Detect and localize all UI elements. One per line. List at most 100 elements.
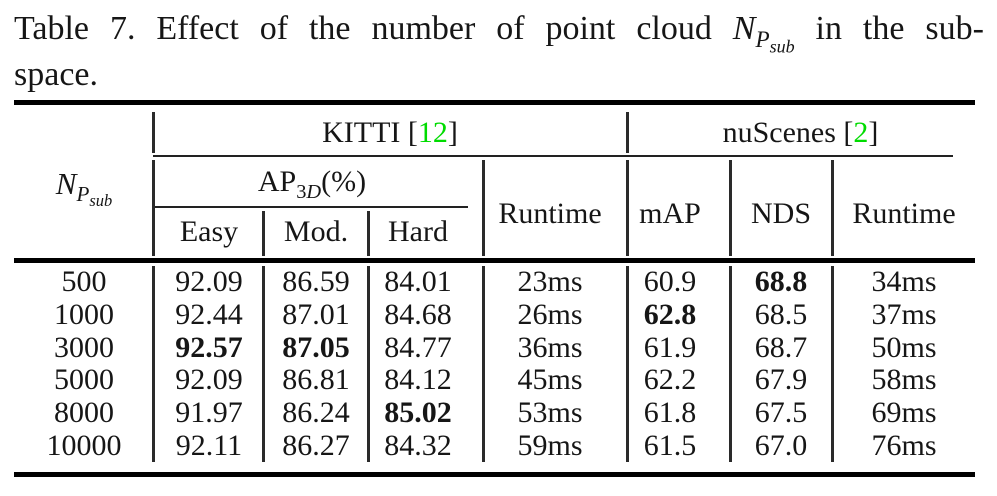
cell-n: 3000 bbox=[54, 331, 114, 364]
caption-math-npsub: NPsub bbox=[732, 10, 795, 55]
column-separator bbox=[262, 266, 265, 462]
caption-word: of bbox=[259, 10, 289, 47]
column-separator bbox=[152, 112, 155, 153]
math-sub: sub bbox=[769, 36, 795, 57]
header-mod: Mod. bbox=[283, 215, 349, 248]
cell-map: 62.8 bbox=[643, 298, 697, 331]
caption-word: of bbox=[496, 10, 525, 47]
header-runtime-kitti: Runtime bbox=[498, 197, 602, 230]
header-body-rule bbox=[14, 258, 975, 263]
cell-nds: 67.9 bbox=[754, 363, 808, 396]
table-row: 3000 92.57 87.05 84.77 36ms 61.9 68.7 50… bbox=[0, 331, 997, 364]
math-n: N bbox=[55, 166, 77, 201]
ap-sub-d: D bbox=[306, 181, 322, 203]
header-hard: Hard bbox=[388, 215, 448, 248]
caption-word: cloud bbox=[636, 10, 712, 47]
cell-map: 60.9 bbox=[643, 265, 697, 298]
cell-nds: 67.5 bbox=[754, 396, 808, 429]
cell-hard: 84.01 bbox=[384, 265, 452, 298]
table-caption-line2: space. bbox=[14, 56, 99, 93]
column-separator bbox=[152, 160, 155, 256]
column-separator bbox=[729, 266, 732, 462]
cell-runtime: 45ms bbox=[517, 363, 583, 396]
ap-subheader-rule bbox=[153, 206, 468, 208]
column-separator bbox=[831, 160, 834, 256]
header-runtime-nuscenes: Runtime bbox=[852, 197, 956, 230]
caption-word: 7. bbox=[109, 10, 136, 47]
cell-runtime2: 76ms bbox=[871, 429, 937, 462]
cell-map: 61.5 bbox=[643, 429, 697, 462]
math-p: P bbox=[76, 182, 90, 207]
column-separator bbox=[482, 266, 485, 462]
table-row: 500 92.09 86.59 84.01 23ms 60.9 68.8 34m… bbox=[0, 265, 997, 298]
cell-mod: 86.24 bbox=[282, 396, 350, 429]
column-separator bbox=[152, 266, 155, 462]
column-separator bbox=[367, 211, 370, 256]
cell-mod: 86.59 bbox=[282, 265, 350, 298]
cell-hard: 84.32 bbox=[384, 429, 452, 462]
caption-word: Table bbox=[14, 10, 90, 47]
header-group-kitti: KITTI [12] bbox=[153, 112, 627, 154]
table-caption-line1: Table 7. Effect of the number of point c… bbox=[14, 10, 984, 55]
cell-easy: 92.11 bbox=[175, 429, 243, 462]
cell-easy: 92.09 bbox=[175, 265, 243, 298]
bracket: [ bbox=[843, 116, 854, 149]
cell-n: 500 bbox=[61, 265, 107, 298]
cell-runtime: 36ms bbox=[517, 331, 583, 364]
cell-runtime2: 58ms bbox=[871, 363, 937, 396]
cell-runtime2: 37ms bbox=[871, 298, 937, 331]
bracket: [ bbox=[407, 116, 418, 149]
header-easy: Easy bbox=[179, 215, 239, 248]
kitti-label: KITTI bbox=[322, 116, 401, 149]
cell-nds: 68.7 bbox=[754, 331, 808, 364]
table-top-rule bbox=[14, 100, 975, 105]
cell-map: 61.9 bbox=[643, 331, 697, 364]
cell-hard: 84.12 bbox=[384, 363, 452, 396]
cell-mod: 87.05 bbox=[282, 331, 350, 364]
math-n: N bbox=[732, 10, 756, 47]
ap-percent: (%) bbox=[321, 165, 367, 198]
cell-nds: 68.8 bbox=[754, 265, 808, 298]
column-separator bbox=[729, 160, 732, 256]
table-row: 5000 92.09 86.81 84.12 45ms 62.2 67.9 58… bbox=[0, 363, 997, 396]
cell-hard: 85.02 bbox=[384, 396, 452, 429]
column-separator bbox=[482, 160, 485, 256]
caption-word: number bbox=[371, 10, 476, 47]
cell-runtime: 26ms bbox=[517, 298, 583, 331]
cell-mod: 87.01 bbox=[282, 298, 350, 331]
cell-runtime: 53ms bbox=[517, 396, 583, 429]
caption-word: in bbox=[815, 10, 842, 47]
header-group-nuscenes: nuScenes [2] bbox=[627, 112, 974, 154]
cell-runtime: 23ms bbox=[517, 265, 583, 298]
cell-map: 62.2 bbox=[643, 363, 697, 396]
cell-runtime: 59ms bbox=[517, 429, 583, 462]
bracket: ] bbox=[868, 116, 879, 149]
caption-word: the bbox=[862, 10, 905, 47]
cell-easy: 92.57 bbox=[175, 331, 243, 364]
header-nds: NDS bbox=[750, 197, 811, 230]
caption-word: Effect bbox=[156, 10, 239, 47]
column-separator bbox=[626, 160, 629, 256]
table-row: 1000 92.44 87.01 84.68 26ms 62.8 68.5 37… bbox=[0, 298, 997, 331]
math-p: P bbox=[755, 26, 770, 53]
column-separator bbox=[626, 112, 629, 153]
column-separator bbox=[262, 211, 265, 256]
header-npsub: NPsub bbox=[14, 164, 154, 211]
cell-nds: 68.5 bbox=[754, 298, 808, 331]
column-separator bbox=[626, 266, 629, 462]
cell-runtime2: 34ms bbox=[871, 265, 937, 298]
column-separator bbox=[367, 266, 370, 462]
math-sub: sub bbox=[89, 191, 113, 211]
ap-label: AP bbox=[257, 165, 297, 198]
table-bottom-rule bbox=[14, 472, 975, 477]
cell-n: 8000 bbox=[54, 396, 114, 429]
cell-easy: 92.44 bbox=[175, 298, 243, 331]
cell-mod: 86.81 bbox=[282, 363, 350, 396]
cell-hard: 84.77 bbox=[384, 331, 452, 364]
cell-nds: 67.0 bbox=[754, 429, 808, 462]
cell-hard: 84.68 bbox=[384, 298, 452, 331]
cell-n: 5000 bbox=[54, 363, 114, 396]
cell-map: 61.8 bbox=[643, 396, 697, 429]
cell-n: 1000 bbox=[54, 298, 114, 331]
